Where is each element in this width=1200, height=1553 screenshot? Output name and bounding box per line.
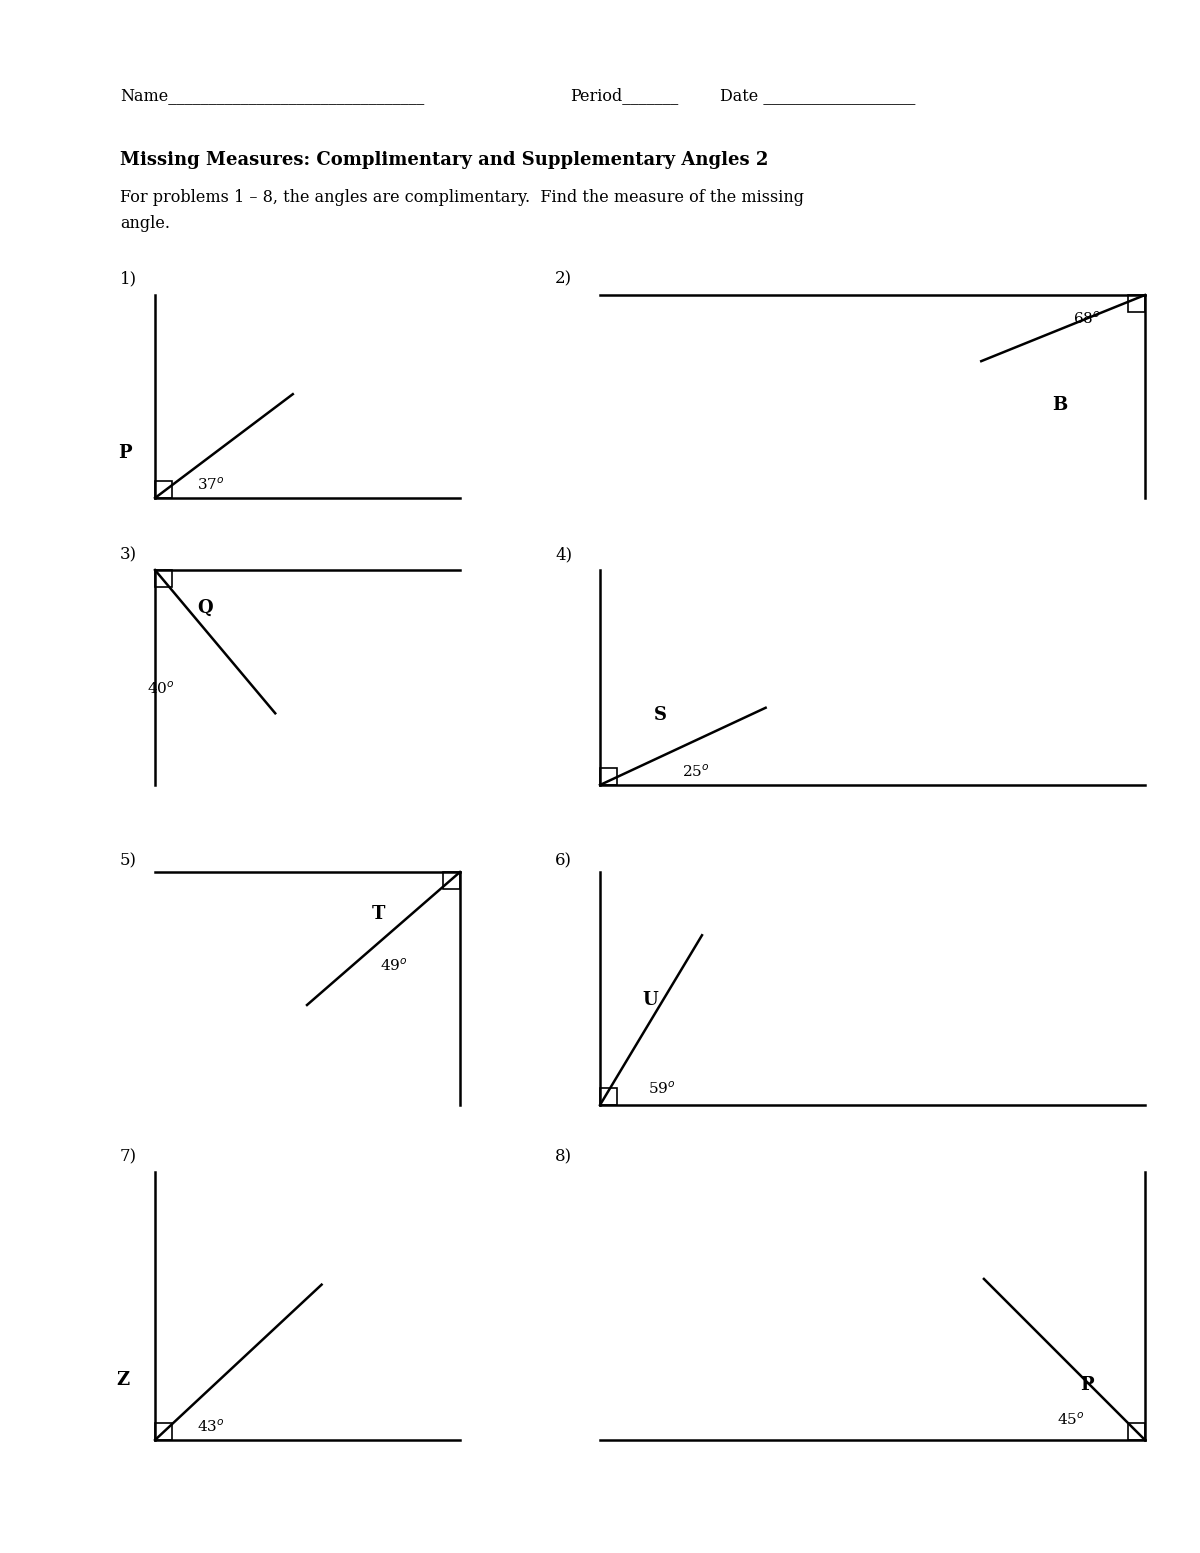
- Text: 49$^o$: 49$^o$: [380, 957, 408, 974]
- Text: 4): 4): [554, 547, 572, 564]
- Text: Date ___________________: Date ___________________: [720, 87, 916, 104]
- Text: 6): 6): [554, 853, 572, 870]
- Text: P: P: [118, 444, 132, 461]
- Text: 59$^o$: 59$^o$: [648, 1081, 676, 1096]
- Text: 68$^o$: 68$^o$: [1073, 311, 1100, 326]
- Text: 40$^o$: 40$^o$: [148, 680, 174, 697]
- Text: For problems 1 – 8, the angles are complimentary.  Find the measure of the missi: For problems 1 – 8, the angles are compl…: [120, 189, 804, 207]
- Text: 25$^o$: 25$^o$: [682, 764, 709, 780]
- Text: S: S: [654, 707, 666, 724]
- Text: 2): 2): [554, 270, 572, 287]
- Text: Name________________________________: Name________________________________: [120, 87, 425, 104]
- Text: Z: Z: [116, 1371, 130, 1388]
- Text: 8): 8): [554, 1148, 572, 1165]
- Text: 5): 5): [120, 853, 137, 870]
- Text: 1): 1): [120, 270, 137, 287]
- Text: 45$^o$: 45$^o$: [1057, 1412, 1085, 1429]
- Text: 37$^o$: 37$^o$: [197, 477, 224, 492]
- Text: 3): 3): [120, 547, 137, 564]
- Text: 43$^o$: 43$^o$: [197, 1418, 224, 1435]
- Text: 7): 7): [120, 1148, 137, 1165]
- Text: Period_______: Period_______: [570, 87, 678, 104]
- Text: Q: Q: [197, 599, 212, 617]
- Text: P: P: [1080, 1376, 1094, 1395]
- Text: B: B: [1052, 396, 1068, 415]
- Text: angle.: angle.: [120, 214, 170, 231]
- Text: Missing Measures: Complimentary and Supplementary Angles 2: Missing Measures: Complimentary and Supp…: [120, 151, 768, 169]
- Text: U: U: [642, 991, 658, 1009]
- Text: T: T: [371, 905, 385, 922]
